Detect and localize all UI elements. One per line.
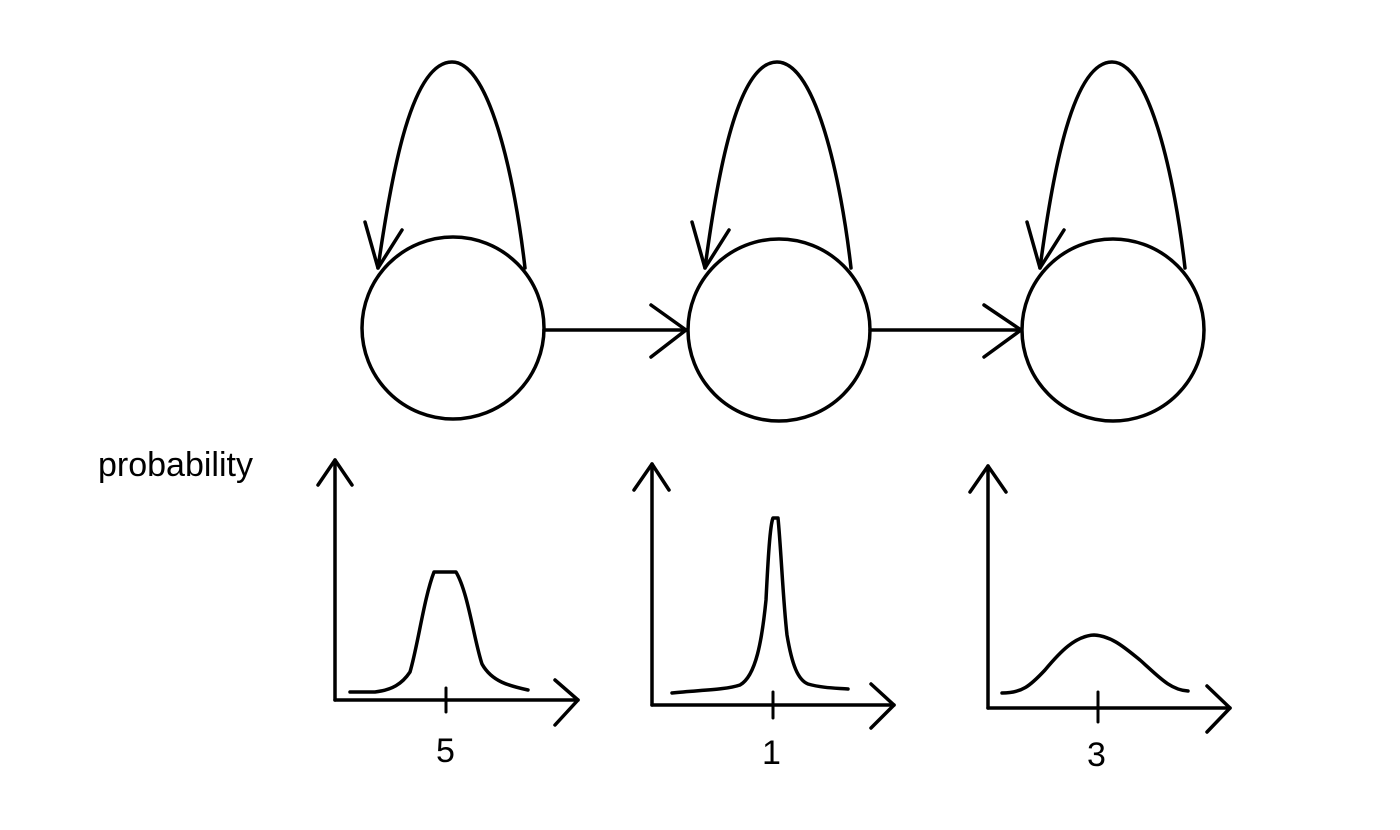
state-3-circle bbox=[1020, 237, 1206, 423]
plot-2-y-axis-arrowhead bbox=[632, 462, 671, 492]
plot-1-distribution-curve bbox=[348, 570, 530, 694]
plot-3-y-axis-arrowhead bbox=[968, 464, 1008, 494]
emission-plot-1: 5 bbox=[316, 458, 580, 770]
transition-2-to-3-arrowhead bbox=[982, 303, 1023, 359]
state-1-self-loop-arrowhead bbox=[363, 220, 404, 270]
state-3-node bbox=[1020, 60, 1206, 423]
emission-plot-3: 3 bbox=[968, 464, 1232, 774]
plot-1-x-axis-arrowhead bbox=[553, 678, 580, 727]
transition-1-to-2-arrowhead bbox=[649, 303, 688, 359]
plot-1-mean-label: 5 bbox=[436, 732, 455, 770]
state-3-self-loop-arrowhead bbox=[1025, 220, 1066, 270]
state-1-self-loop bbox=[376, 60, 527, 270]
emission-plot-2: 1 bbox=[632, 462, 896, 772]
y-axis-label: probability bbox=[98, 446, 253, 484]
state-3-self-loop bbox=[1038, 60, 1187, 270]
plot-3-x-axis-arrowhead bbox=[1205, 684, 1232, 734]
plot-2-distribution-curve bbox=[670, 516, 850, 695]
plot-1-y-axis-arrowhead bbox=[316, 458, 354, 487]
transition-1-to-2 bbox=[542, 303, 688, 359]
state-2-node bbox=[686, 60, 872, 423]
state-2-self-loop bbox=[703, 60, 853, 270]
plot-3-distribution-curve bbox=[1000, 633, 1190, 695]
state-2-circle bbox=[686, 237, 872, 423]
state-1-circle bbox=[360, 235, 546, 421]
plot-2-x-axis-arrowhead bbox=[869, 682, 896, 730]
state-2-self-loop-arrowhead bbox=[690, 220, 731, 270]
plot-3-mean-label: 3 bbox=[1087, 736, 1106, 774]
plot-2-mean-label: 1 bbox=[762, 734, 781, 772]
transition-2-to-3 bbox=[868, 303, 1023, 359]
state-1-node bbox=[360, 60, 546, 421]
